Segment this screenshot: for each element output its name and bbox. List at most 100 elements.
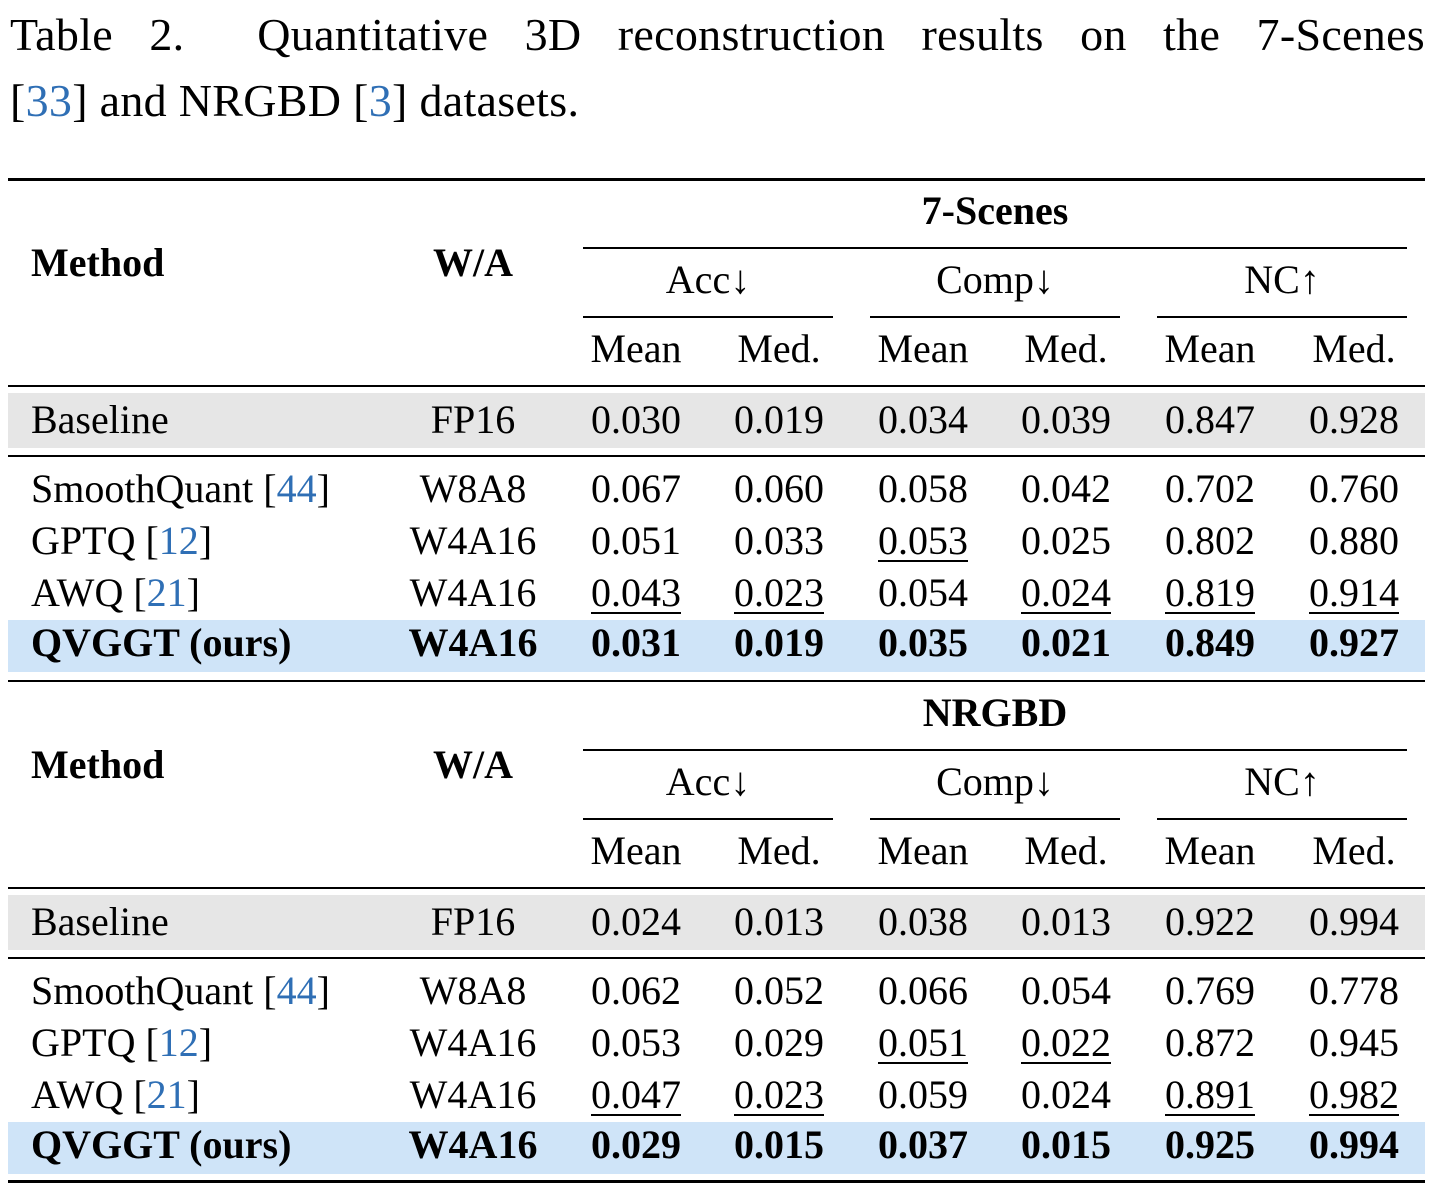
value-cell: 0.053: [591, 1020, 681, 1065]
value-cell: 0.042: [1021, 466, 1111, 511]
value-cell: 0.914: [1309, 570, 1399, 615]
citation-link[interactable]: 21: [146, 1072, 187, 1117]
value-cell: 0.769: [1165, 968, 1255, 1013]
value-cell: 0.043: [591, 570, 681, 615]
value-cell: 0.702: [1165, 466, 1255, 511]
value-cell: 0.015: [734, 1122, 824, 1167]
section-divider-rule: [8, 680, 1425, 682]
method-cell: SmoothQuant [44]: [31, 466, 330, 511]
metric-cmidrule: [1157, 818, 1407, 820]
value-cell: 0.891: [1165, 1072, 1255, 1117]
method-cell: AWQ [21]: [31, 1072, 200, 1117]
value-cell: 0.760: [1309, 466, 1399, 511]
citation-link[interactable]: 44: [276, 466, 317, 511]
value-cell: 0.062: [591, 968, 681, 1013]
mean-subheader: Mean: [877, 326, 969, 371]
value-cell: 0.024: [591, 899, 681, 944]
value-cell: 0.025: [1021, 518, 1111, 563]
dataset-header: 7-Scenes: [921, 188, 1069, 233]
metric-cmidrule: [870, 818, 1120, 820]
wa-cell: W8A8: [419, 968, 527, 1013]
ours-row-highlight: [8, 620, 1425, 672]
median-subheader: Med.: [1312, 326, 1396, 371]
value-cell: 0.052: [734, 968, 824, 1013]
table-caption: Table 2. Quantitative 3D reconstruction …: [10, 2, 1425, 134]
dataset-cmidrule: [583, 247, 1407, 249]
metric-group-header: NC↑: [1244, 257, 1320, 302]
value-cell: 0.994: [1309, 899, 1399, 944]
citation-link[interactable]: 33: [25, 75, 73, 126]
wa-cell: W4A16: [409, 1020, 537, 1065]
wa-cell: FP16: [430, 397, 516, 442]
citation-link[interactable]: 12: [158, 1020, 199, 1065]
value-cell: 0.037: [878, 1122, 968, 1167]
wa-cell: W4A16: [409, 570, 537, 615]
ours-row-highlight: [8, 1122, 1425, 1174]
method-name: SmoothQuant: [31, 968, 254, 1013]
method-name: QVGGT (ours): [31, 1122, 292, 1167]
value-cell: 0.067: [591, 466, 681, 511]
wa-column-header: W/A: [433, 240, 513, 285]
median-subheader: Med.: [737, 326, 821, 371]
value-cell: 0.925: [1165, 1122, 1255, 1167]
median-subheader: Med.: [1312, 828, 1396, 873]
value-cell: 0.013: [734, 899, 824, 944]
method-cell: GPTQ [12]: [31, 518, 213, 563]
metric-cmidrule: [870, 316, 1120, 318]
value-cell: 0.994: [1309, 1122, 1399, 1167]
mean-subheader: Mean: [590, 326, 682, 371]
value-cell: 0.059: [878, 1072, 968, 1117]
method-cell: AWQ [21]: [31, 570, 200, 615]
mean-subheader: Mean: [1164, 828, 1256, 873]
value-cell: 0.819: [1165, 570, 1255, 615]
method-name: Baseline: [31, 899, 169, 944]
median-subheader: Med.: [737, 828, 821, 873]
value-cell: 0.047: [591, 1072, 681, 1117]
citation-link[interactable]: 21: [146, 570, 187, 615]
dataset-header: NRGBD: [922, 690, 1068, 735]
value-cell: 0.034: [878, 397, 968, 442]
citation-link[interactable]: 12: [158, 518, 199, 563]
citation-link[interactable]: 44: [276, 968, 317, 1013]
wa-column-header: W/A: [433, 742, 513, 787]
value-cell: 0.039: [1021, 397, 1111, 442]
value-cell: 0.802: [1165, 518, 1255, 563]
wa-cell: W4A16: [409, 1072, 537, 1117]
value-cell: 0.054: [878, 570, 968, 615]
method-cell: QVGGT (ours): [31, 620, 291, 666]
citation-link[interactable]: 3: [368, 75, 393, 126]
caption-line-2: [33] and NRGBD [3] datasets.: [10, 75, 580, 126]
method-cell: GPTQ [12]: [31, 1020, 213, 1065]
wa-cell: W4A16: [408, 1122, 538, 1167]
value-cell: 0.023: [734, 1072, 824, 1117]
mean-subheader: Mean: [590, 828, 682, 873]
value-cell: 0.847: [1165, 397, 1255, 442]
median-subheader: Med.: [1024, 326, 1108, 371]
caption-text-mid: and NRGBD: [99, 75, 342, 126]
value-cell: 0.021: [1021, 620, 1111, 665]
value-cell: 0.019: [734, 620, 824, 665]
value-cell: 0.922: [1165, 899, 1255, 944]
metric-group-header: Acc↓: [665, 759, 751, 804]
table-bottom-rule: [8, 1180, 1425, 1183]
value-cell: 0.927: [1309, 620, 1399, 665]
value-cell: 0.058: [878, 466, 968, 511]
value-cell: 0.945: [1309, 1020, 1399, 1065]
wa-cell: W4A16: [409, 518, 537, 563]
table-top-rule: [8, 178, 1425, 181]
value-cell: 0.013: [1021, 899, 1111, 944]
value-cell: 0.880: [1309, 518, 1399, 563]
value-cell: 0.031: [591, 620, 681, 665]
caption-label: Table 2.: [10, 9, 185, 60]
caption-line-1: Table 2. Quantitative 3D reconstruction …: [10, 2, 1425, 68]
value-cell: 0.035: [878, 620, 968, 665]
value-cell: 0.053: [878, 518, 968, 563]
value-cell: 0.023: [734, 570, 824, 615]
metric-cmidrule: [1157, 316, 1407, 318]
value-cell: 0.066: [878, 968, 968, 1013]
method-name: GPTQ: [31, 1020, 136, 1065]
metric-cmidrule: [583, 316, 833, 318]
mean-subheader: Mean: [1164, 326, 1256, 371]
value-cell: 0.060: [734, 466, 824, 511]
metric-cmidrule: [583, 818, 833, 820]
